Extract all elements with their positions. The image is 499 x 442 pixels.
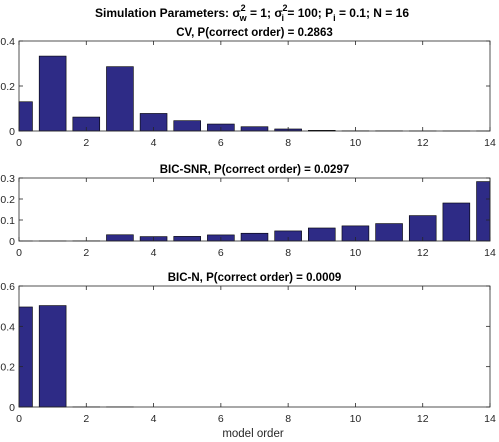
- plot-area-box: [18, 177, 491, 242]
- x-tick-label: 4: [151, 247, 157, 259]
- bar: [375, 223, 403, 242]
- x-tick-label: 10: [350, 413, 362, 425]
- x-tick-label: 12: [417, 137, 429, 149]
- y-tick-label: 0: [9, 126, 15, 138]
- plot-area-box: [18, 285, 491, 408]
- bar: [240, 126, 269, 132]
- x-tick-label: 0: [16, 137, 22, 149]
- x-tick-label: 8: [285, 247, 291, 259]
- panel-title: BIC-SNR, P(correct order) = 0.0297: [160, 164, 350, 176]
- y-tick-label: 0.4: [0, 321, 15, 333]
- panel-title: BIC-N, P(correct order) = 0.0009: [168, 272, 342, 284]
- bar: [18, 101, 33, 132]
- bar: [173, 120, 201, 132]
- x-tick-label: 14: [484, 137, 496, 149]
- x-tick-label: 12: [417, 413, 429, 425]
- x-tick-label: 8: [285, 413, 291, 425]
- x-tick-label: 6: [218, 413, 224, 425]
- panel-3: BIC-N, P(correct order) = 0.0009 0 2 4 6 8 10 1…: [0, 272, 496, 425]
- x-tick-label: 2: [83, 413, 89, 425]
- x-tick-label: 12: [417, 247, 429, 259]
- x-tick-label: 8: [285, 137, 291, 149]
- panel-1: CV, P(correct order) = 0.2863 0 2 4 6 8 10 12 14…: [0, 27, 496, 149]
- y-tick-label: 0: [9, 402, 15, 414]
- y-tick-label: 0.3: [0, 173, 15, 185]
- x-tick-label: 4: [151, 137, 157, 149]
- x-tick-label: 10: [350, 247, 362, 259]
- bar: [173, 236, 201, 242]
- y-tick-label: 0.4: [0, 36, 15, 48]
- bar: [476, 181, 491, 242]
- x-tick-label: 6: [218, 247, 224, 259]
- bar: [38, 55, 67, 132]
- bar: [308, 227, 336, 242]
- y-tick-label: 0.2: [0, 81, 15, 93]
- x-axis-label: model order: [222, 428, 284, 440]
- y-tick-label: 0: [9, 236, 15, 248]
- x-tick-label: 14: [484, 413, 496, 425]
- bar: [442, 202, 471, 242]
- bar: [106, 234, 134, 242]
- x-tick-label: 0: [16, 413, 22, 425]
- panel-2: BIC-SNR, P(correct order) = 0.0297 0 2 4 6 8 1…: [0, 164, 496, 259]
- x-tick-label: 0: [16, 247, 22, 259]
- bar: [18, 306, 33, 408]
- x-tick-label: 10: [350, 137, 362, 149]
- panel-title: CV, P(correct order) = 0.2863: [176, 27, 333, 39]
- y-tick-label: 0.1: [0, 215, 15, 227]
- x-tick-label: 2: [83, 137, 89, 149]
- y-tick-label: 0.6: [0, 281, 15, 293]
- x-tick-label: 2: [83, 247, 89, 259]
- x-tick-label: 6: [218, 137, 224, 149]
- y-tick-label: 0.2: [0, 194, 15, 206]
- figure-suptitle: Simulation Parameters: σ2 w = 1; σ2 i = 10…: [95, 3, 409, 23]
- x-tick-label: 14: [484, 247, 496, 259]
- bar: [106, 66, 134, 132]
- x-tick-label: 4: [151, 413, 157, 425]
- bar: [240, 232, 269, 242]
- bar: [38, 305, 67, 408]
- y-tick-label: 0.2: [0, 362, 15, 374]
